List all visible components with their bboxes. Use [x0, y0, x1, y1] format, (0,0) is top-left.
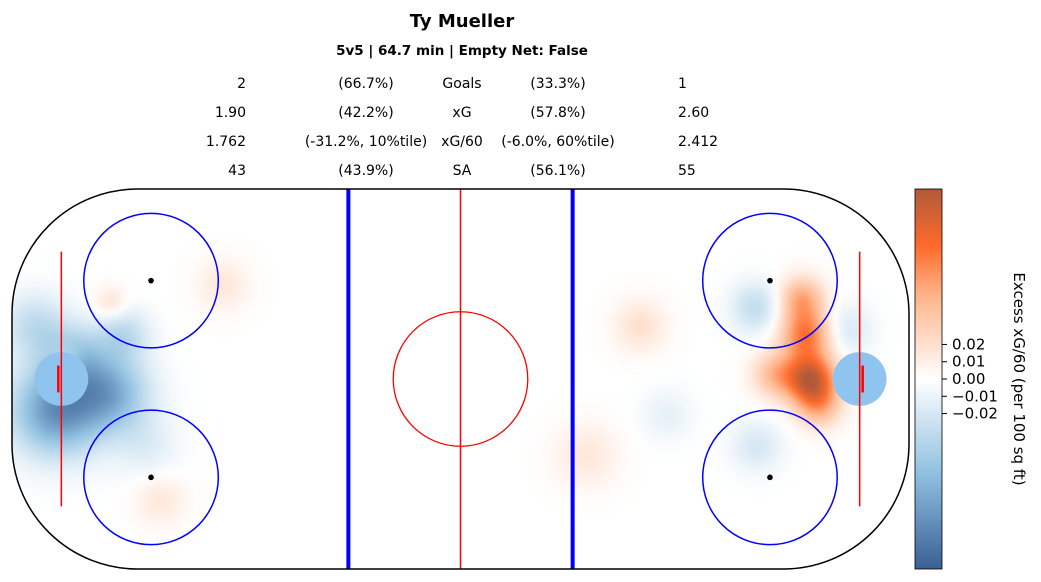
stats-xg-60-left-pct: (-31.2%, 10%tile)	[305, 134, 427, 150]
stats-xg-60-right-value: 2.412	[678, 134, 718, 150]
colorbar-gradient	[914, 188, 943, 570]
rink-boards	[11, 188, 910, 570]
center-ice-circle	[392, 311, 529, 447]
colorbar-tick-label: −0.01	[952, 387, 998, 405]
stats-xg-label: xG	[452, 105, 471, 121]
stats-goals-label: Goals	[442, 76, 481, 92]
stats-xg-60-left-value: 1.762	[206, 134, 246, 150]
stats-sa-label: SA	[453, 163, 472, 179]
left-upper-faceoff-circle	[83, 212, 220, 349]
stats-sa-left-pct: (43.9%)	[338, 163, 393, 179]
stats-sa-right-pct: (56.1%)	[530, 163, 585, 179]
stats-table: 2 (66.7%) Goals (33.3%) 1 1.90 (42.2%) xG (57.8%…	[206, 76, 718, 179]
right-lower-faceoff-circle	[701, 409, 838, 546]
left-upper-faceoff-dot	[148, 277, 154, 284]
stats-xg-left-pct: (42.2%)	[338, 105, 393, 121]
left-lower-faceoff-dot	[148, 474, 154, 481]
stats-goals-left-value: 2	[237, 76, 246, 92]
rink-markings	[11, 188, 910, 570]
colorbar-tick-label: 0.00	[952, 370, 985, 388]
chart-title: Ty Mueller	[410, 11, 515, 32]
stats-xg-right-pct: (57.8%)	[530, 105, 585, 121]
stats-xg-60-right-pct: (-6.0%, 60%tile)	[501, 134, 614, 150]
stats-sa-left-value: 43	[228, 163, 246, 179]
left-lower-faceoff-circle	[83, 409, 220, 546]
right-lower-faceoff-dot	[767, 474, 773, 481]
stats-goals-right-value: 1	[678, 76, 687, 92]
colorbar-tick-label: −0.02	[952, 405, 998, 423]
stats-goals-left-pct: (66.7%)	[338, 76, 393, 92]
stats-xg-right-value: 2.60	[678, 105, 709, 121]
stats-goals-right-pct: (33.3%)	[530, 76, 585, 92]
colorbar-ticks: 0.020.010.00−0.01−0.02	[942, 335, 998, 423]
stats-sa-right-value: 55	[678, 163, 696, 179]
right-upper-faceoff-dot	[767, 277, 773, 284]
colorbar-label: Excess xG/60 (per 100 sq ft)	[1010, 272, 1028, 485]
colorbar: 0.020.010.00−0.01−0.02 Excess xG/60 (per…	[914, 188, 1028, 570]
stats-xg-left-value: 1.90	[215, 105, 246, 121]
colorbar-tick-label: 0.01	[952, 353, 985, 371]
chart-subtitle: 5v5 | 64.7 min | Empty Net: False	[336, 43, 588, 59]
right-upper-faceoff-circle	[701, 212, 838, 349]
colorbar-tick-label: 0.02	[952, 335, 985, 353]
stats-xg-60-label: xG/60	[441, 134, 483, 150]
